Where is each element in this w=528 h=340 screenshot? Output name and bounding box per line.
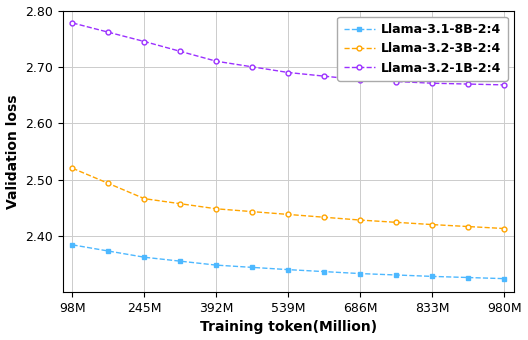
Llama-3.2-1B-2:4 — [285, 70, 291, 74]
Llama-3.1-8B-2:4 — [285, 268, 291, 272]
Llama-3.2-1B-2:4 — [429, 81, 436, 85]
Llama-3.1-8B-2:4 — [393, 273, 400, 277]
Llama-3.2-1B-2:4 — [177, 49, 184, 53]
Llama-3.1-8B-2:4 — [429, 274, 436, 278]
Llama-3.2-1B-2:4 — [321, 74, 327, 78]
Llama-3.1-8B-2:4 — [501, 277, 507, 281]
Llama-3.1-8B-2:4 — [177, 259, 184, 263]
Y-axis label: Validation loss: Validation loss — [6, 94, 20, 209]
Llama-3.1-8B-2:4 — [465, 275, 472, 279]
Llama-3.2-1B-2:4 — [69, 21, 76, 25]
Llama-3.2-1B-2:4 — [249, 65, 256, 69]
Llama-3.1-8B-2:4 — [357, 272, 363, 276]
Legend: Llama-3.1-8B-2:4, Llama-3.2-3B-2:4, Llama-3.2-1B-2:4: Llama-3.1-8B-2:4, Llama-3.2-3B-2:4, Llam… — [337, 17, 508, 81]
Llama-3.2-3B-2:4 — [393, 220, 400, 224]
Llama-3.2-3B-2:4 — [501, 226, 507, 231]
Llama-3.1-8B-2:4 — [321, 270, 327, 274]
Line: Llama-3.2-1B-2:4: Llama-3.2-1B-2:4 — [70, 20, 507, 87]
Llama-3.2-1B-2:4 — [142, 39, 148, 44]
Llama-3.2-3B-2:4 — [213, 207, 220, 211]
Llama-3.1-8B-2:4 — [142, 255, 148, 259]
Llama-3.2-3B-2:4 — [177, 202, 184, 206]
Llama-3.1-8B-2:4 — [69, 243, 76, 247]
Llama-3.2-1B-2:4 — [465, 82, 472, 86]
Llama-3.2-1B-2:4 — [105, 30, 111, 34]
Llama-3.2-3B-2:4 — [321, 215, 327, 219]
Llama-3.2-1B-2:4 — [213, 59, 220, 63]
Llama-3.2-3B-2:4 — [142, 197, 148, 201]
Llama-3.2-3B-2:4 — [105, 182, 111, 186]
Llama-3.2-3B-2:4 — [357, 218, 363, 222]
Llama-3.2-3B-2:4 — [465, 224, 472, 228]
Llama-3.2-3B-2:4 — [69, 166, 76, 170]
Llama-3.2-3B-2:4 — [285, 212, 291, 217]
Llama-3.2-1B-2:4 — [393, 80, 400, 84]
X-axis label: Training token(Million): Training token(Million) — [200, 320, 377, 335]
Llama-3.1-8B-2:4 — [249, 265, 256, 269]
Line: Llama-3.2-3B-2:4: Llama-3.2-3B-2:4 — [70, 166, 507, 231]
Llama-3.2-3B-2:4 — [249, 209, 256, 214]
Llama-3.2-1B-2:4 — [501, 83, 507, 87]
Llama-3.1-8B-2:4 — [213, 263, 220, 267]
Llama-3.2-3B-2:4 — [429, 223, 436, 227]
Llama-3.2-1B-2:4 — [357, 78, 363, 82]
Line: Llama-3.1-8B-2:4: Llama-3.1-8B-2:4 — [70, 242, 507, 281]
Llama-3.1-8B-2:4 — [105, 249, 111, 253]
